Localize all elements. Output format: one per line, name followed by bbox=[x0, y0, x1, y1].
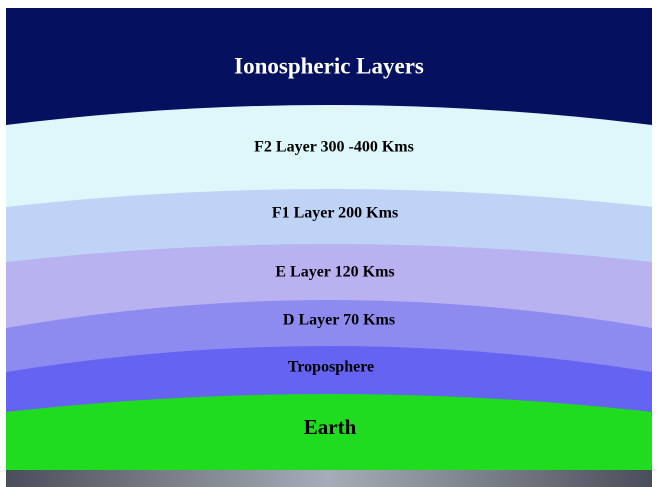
layer-label: D Layer 70 Kms bbox=[283, 312, 395, 329]
layer-label: F2 Layer 300 -400 Kms bbox=[254, 139, 414, 156]
layer-label: Troposphere bbox=[288, 359, 374, 376]
layer-label: Earth bbox=[304, 415, 357, 439]
ionosphere-diagram: Ionospheric Layers F2 Layer 300 -400 Kms… bbox=[0, 0, 657, 487]
title: Ionospheric Layers bbox=[234, 53, 424, 78]
footer-bar bbox=[6, 470, 652, 487]
layer-label: F1 Layer 200 Kms bbox=[272, 205, 398, 222]
layer-label: E Layer 120 Kms bbox=[275, 264, 394, 281]
